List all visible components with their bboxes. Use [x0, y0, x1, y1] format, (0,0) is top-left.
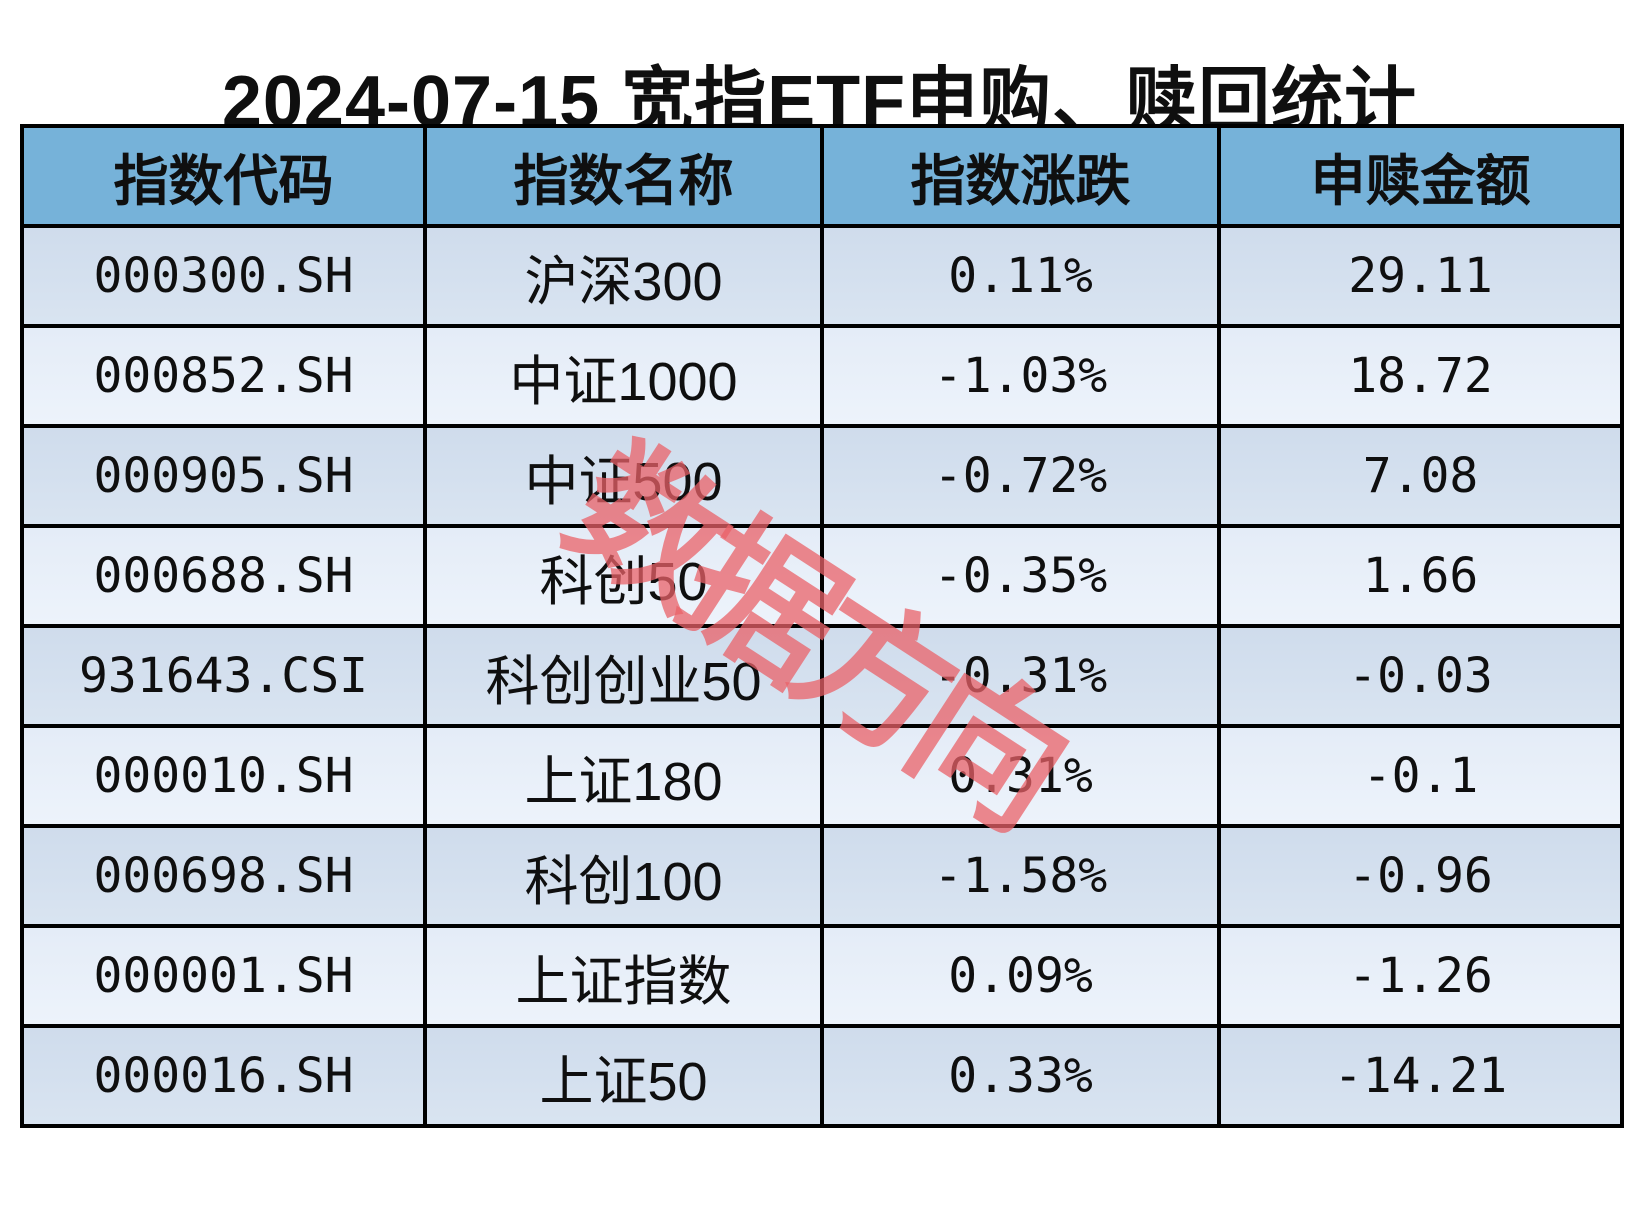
index-code-cell: 000300.SH	[20, 224, 427, 328]
index-change-cell: -1.03%	[820, 324, 1221, 428]
amount-cell: 7.08	[1217, 424, 1624, 528]
column-header-index-name: 指数名称	[423, 124, 824, 228]
amount-cell: -1.26	[1217, 924, 1624, 1028]
index-code-cell: 000016.SH	[20, 1024, 427, 1128]
table-row: 000852.SH 中证1000 -1.03% 18.72	[20, 324, 1624, 428]
table-row: 000001.SH 上证指数 0.09% -1.26	[20, 924, 1624, 1028]
index-code-cell: 000001.SH	[20, 924, 427, 1028]
amount-cell: -14.21	[1217, 1024, 1624, 1128]
index-code-cell: 931643.CSI	[20, 624, 427, 728]
index-name-cell: 科创创业50	[423, 624, 824, 728]
column-header-index-change: 指数涨跌	[820, 124, 1221, 228]
index-name-cell: 上证50	[423, 1024, 824, 1128]
column-header-amount: 申赎金额	[1217, 124, 1624, 228]
index-change-cell: 0.09%	[820, 924, 1221, 1028]
index-code-cell: 000698.SH	[20, 824, 427, 928]
index-change-cell: -0.72%	[820, 424, 1221, 528]
index-name-cell: 中证1000	[423, 324, 824, 428]
table-body: 000300.SH 沪深300 0.11% 29.11 000852.SH 中证…	[20, 224, 1624, 1128]
index-name-cell: 科创50	[423, 524, 824, 628]
table-row: 000905.SH 中证500 -0.72% 7.08	[20, 424, 1624, 528]
etf-subscription-table: 指数代码 指数名称 指数涨跌 申赎金额 000300.SH 沪深300 0.11…	[20, 124, 1624, 1128]
index-change-cell: -0.35%	[820, 524, 1221, 628]
index-change-cell: 0.11%	[820, 224, 1221, 328]
index-name-cell: 中证500	[423, 424, 824, 528]
header-row: 指数代码 指数名称 指数涨跌 申赎金额	[20, 124, 1624, 228]
index-name-cell: 上证180	[423, 724, 824, 828]
amount-cell: -0.96	[1217, 824, 1624, 928]
table-row: 931643.CSI 科创创业50 -0.31% -0.03	[20, 624, 1624, 728]
amount-cell: 18.72	[1217, 324, 1624, 428]
index-change-cell: -0.31%	[820, 624, 1221, 728]
amount-cell: -0.03	[1217, 624, 1624, 728]
index-name-cell: 沪深300	[423, 224, 824, 328]
amount-cell: 29.11	[1217, 224, 1624, 328]
index-change-cell: -1.58%	[820, 824, 1221, 928]
index-change-cell: 0.33%	[820, 1024, 1221, 1128]
index-code-cell: 000688.SH	[20, 524, 427, 628]
table-row: 000010.SH 上证180 0.31% -0.1	[20, 724, 1624, 828]
index-code-cell: 000852.SH	[20, 324, 427, 428]
index-code-cell: 000010.SH	[20, 724, 427, 828]
index-change-cell: 0.31%	[820, 724, 1221, 828]
column-header-index-code: 指数代码	[20, 124, 427, 228]
table-row: 000300.SH 沪深300 0.11% 29.11	[20, 224, 1624, 328]
table-header: 指数代码 指数名称 指数涨跌 申赎金额	[20, 124, 1624, 228]
index-name-cell: 上证指数	[423, 924, 824, 1028]
table-row: 000688.SH 科创50 -0.35% 1.66	[20, 524, 1624, 628]
amount-cell: 1.66	[1217, 524, 1624, 628]
table-row: 000016.SH 上证50 0.33% -14.21	[20, 1024, 1624, 1128]
index-code-cell: 000905.SH	[20, 424, 427, 528]
table-row: 000698.SH 科创100 -1.58% -0.96	[20, 824, 1624, 928]
index-name-cell: 科创100	[423, 824, 824, 928]
amount-cell: -0.1	[1217, 724, 1624, 828]
